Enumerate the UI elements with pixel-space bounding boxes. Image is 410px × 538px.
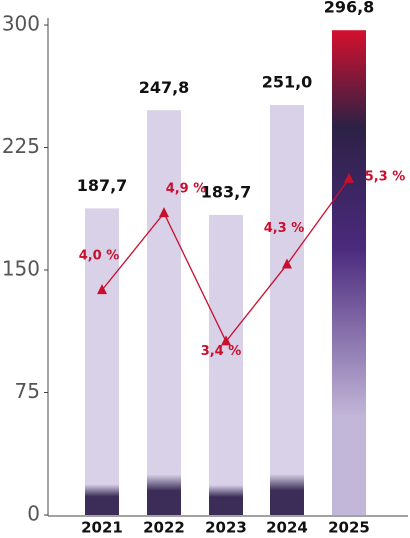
percent-label: 4,0 % bbox=[79, 249, 120, 264]
marker bbox=[159, 207, 169, 218]
x-tick-label: 2022 bbox=[143, 519, 185, 537]
bar bbox=[270, 105, 304, 516]
y-tick-label: 150 bbox=[2, 257, 40, 281]
marker bbox=[282, 258, 292, 269]
x-tick-label: 2021 bbox=[81, 519, 123, 537]
y-tick-label: 300 bbox=[2, 12, 40, 36]
marker bbox=[344, 172, 354, 183]
bar-value-label: 183,7 bbox=[201, 182, 252, 201]
bar-value-label: 247,8 bbox=[139, 78, 190, 97]
bar bbox=[147, 110, 181, 515]
bar-value-label: 187,7 bbox=[77, 176, 128, 195]
bar bbox=[332, 30, 366, 516]
x-tick-label: 2023 bbox=[205, 519, 247, 537]
marker bbox=[221, 335, 231, 346]
y-tick-label: 75 bbox=[15, 379, 40, 403]
bar-value-label: 251,0 bbox=[262, 73, 313, 92]
y-tick-label: 225 bbox=[2, 134, 40, 158]
x-tick-label: 2025 bbox=[328, 519, 370, 537]
percent-label: 4,3 % bbox=[264, 221, 305, 236]
y-tick-label: 0 bbox=[27, 502, 40, 526]
bar bbox=[85, 208, 119, 515]
percent-label: 3,4 % bbox=[201, 344, 242, 359]
marker bbox=[97, 284, 107, 295]
x-tick-label: 2024 bbox=[266, 519, 308, 537]
percent-label: 5,3 % bbox=[365, 169, 406, 184]
bar-value-label: 296,8 bbox=[324, 0, 375, 17]
bar bbox=[209, 214, 243, 515]
percent-label: 4,9 % bbox=[166, 182, 207, 197]
